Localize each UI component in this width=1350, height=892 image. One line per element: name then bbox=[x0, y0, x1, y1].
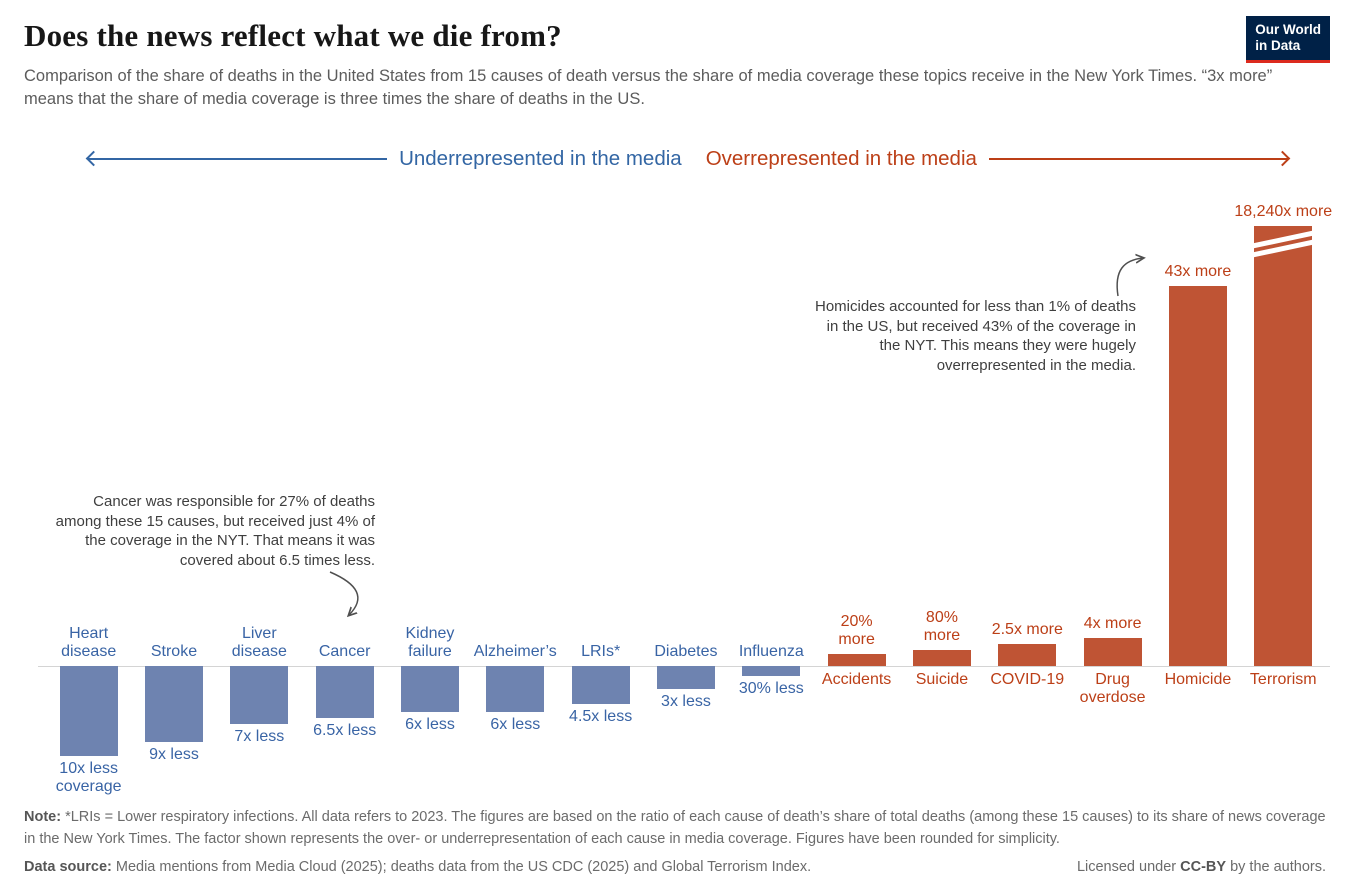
column-kidney-failure: Kidney failure 6x less bbox=[387, 174, 472, 799]
column-liver-disease: Liver disease 7x less bbox=[217, 174, 302, 799]
bar-homicide[interactable]: 43x more bbox=[1165, 263, 1231, 666]
category-label: LRIs* bbox=[581, 643, 621, 661]
column-drug-overdose: 4x more Drug overdose bbox=[1070, 174, 1155, 799]
axis-break-icon bbox=[1249, 229, 1318, 260]
column-heart-disease: Heart disease 10x less coverage bbox=[46, 174, 131, 799]
category-label: Drug overdose bbox=[1079, 670, 1146, 707]
column-diabetes: Diabetes 3x less bbox=[643, 174, 728, 799]
note-label: Note: bbox=[24, 808, 62, 825]
value-label: 20% more bbox=[838, 613, 875, 649]
bar-alzheimers[interactable]: 6x less bbox=[486, 665, 545, 733]
page-title: Does the news reflect what we die from? bbox=[24, 18, 562, 53]
value-label: 10x less coverage bbox=[55, 759, 122, 796]
value-label: 30% less bbox=[738, 679, 804, 697]
category-label: Homicide bbox=[1164, 670, 1232, 688]
overrepresented-arrow-line bbox=[988, 150, 1291, 167]
footnote: Note: *LRIs = Lower respiratory infectio… bbox=[24, 807, 1326, 851]
bar-liver-disease[interactable]: 7x less bbox=[230, 665, 289, 745]
category-label: Influenza bbox=[738, 643, 804, 661]
logo-line-2: in Data bbox=[1255, 38, 1301, 54]
category-label: COVID-19 bbox=[990, 670, 1065, 688]
license-suffix: by the authors. bbox=[1226, 859, 1326, 876]
value-label: 4.5x less bbox=[569, 707, 633, 725]
bar-stroke[interactable]: 9x less bbox=[144, 665, 203, 763]
source-text: Media mentions from Media Cloud (2025); … bbox=[111, 859, 812, 876]
note-text: *LRIs = Lower respiratory infections. Al… bbox=[24, 808, 1326, 847]
value-label: 6x less bbox=[490, 715, 541, 733]
owid-logo[interactable]: Our World in Data bbox=[1246, 16, 1330, 63]
value-label: 7x less bbox=[234, 727, 285, 745]
bar-lris[interactable]: 4.5x less bbox=[569, 665, 632, 725]
bar-drug-overdose[interactable]: 4x more bbox=[1083, 615, 1142, 666]
license-prefix: Licensed under bbox=[1076, 859, 1181, 876]
category-label: Diabetes bbox=[654, 643, 718, 661]
data-source: Data source: Media mentions from Media C… bbox=[24, 859, 811, 875]
footer: Note: *LRIs = Lower respiratory infectio… bbox=[24, 807, 1326, 876]
category-label: Accidents bbox=[821, 670, 892, 688]
value-label: 43x more bbox=[1164, 263, 1232, 281]
annotation-cancer: Cancer was responsible for 27% of deaths… bbox=[55, 492, 375, 570]
cc-by-link[interactable]: CC-BY bbox=[1180, 859, 1227, 876]
column-influenza: Influenza 30% less bbox=[729, 174, 814, 799]
bar-accidents[interactable]: 20% more bbox=[827, 613, 886, 666]
category-label: Kidney failure bbox=[405, 625, 455, 661]
value-label: 4x more bbox=[1083, 615, 1142, 633]
column-accidents: 20% more Accidents bbox=[814, 174, 899, 799]
column-lris: LRIs* 4.5x less bbox=[558, 174, 643, 799]
arrow-left-icon bbox=[85, 150, 102, 167]
overrepresented-label: Overrepresented in the media bbox=[705, 146, 977, 170]
column-terrorism: 18,240x more Terrorism bbox=[1234, 174, 1332, 799]
category-label: Heart disease bbox=[61, 625, 117, 661]
logo-line-1: Our World bbox=[1255, 22, 1321, 37]
category-label: Suicide bbox=[915, 670, 969, 688]
category-label: Alzheimer’s bbox=[473, 643, 557, 661]
column-covid-19: 2.5x more COVID-19 bbox=[985, 174, 1070, 799]
direction-header-row: Underrepresented in the media Overrepres… bbox=[85, 144, 1291, 174]
column-homicide: 43x more Homicide bbox=[1155, 174, 1240, 799]
value-label: 3x less bbox=[661, 692, 711, 710]
bar-cancer[interactable]: 6.5x less bbox=[313, 665, 376, 739]
chart: Cancer was responsible for 27% of deaths… bbox=[24, 174, 1332, 799]
category-label: Terrorism bbox=[1249, 670, 1317, 688]
source-label: Data source: bbox=[24, 859, 112, 876]
column-cancer: Cancer 6.5x less bbox=[302, 174, 387, 799]
value-label: 6.5x less bbox=[313, 721, 377, 739]
bar-heart-disease[interactable]: 10x less coverage bbox=[56, 665, 122, 795]
bar-diabetes[interactable]: 3x less bbox=[656, 665, 715, 710]
value-label: 2.5x more bbox=[991, 621, 1063, 639]
chart-subtitle: Comparison of the share of deaths in the… bbox=[24, 67, 1273, 109]
category-label: Cancer bbox=[318, 643, 371, 661]
bar-suicide[interactable]: 80% more bbox=[912, 609, 971, 666]
column-suicide: 80% more Suicide bbox=[899, 174, 984, 799]
bar-covid-19[interactable]: 2.5x more bbox=[992, 621, 1063, 666]
category-label: Liver disease bbox=[231, 625, 287, 661]
bar-influenza[interactable]: 30% less bbox=[739, 665, 804, 697]
bar-terrorism[interactable]: 18,240x more bbox=[1234, 203, 1332, 666]
underrepresented-arrow-line bbox=[85, 150, 388, 167]
value-label: 6x less bbox=[405, 715, 455, 733]
category-label: Stroke bbox=[150, 643, 198, 661]
value-label: 18,240x more bbox=[1234, 203, 1333, 221]
arrow-right-icon bbox=[1274, 150, 1291, 167]
column-stroke: Stroke 9x less bbox=[131, 174, 216, 799]
source-row: Data source: Media mentions from Media C… bbox=[24, 859, 1326, 875]
underrepresented-label: Underrepresented in the media bbox=[399, 146, 682, 170]
license: Licensed under CC-BY by the authors. bbox=[1077, 859, 1326, 875]
value-label: 9x less bbox=[149, 745, 199, 763]
bar-kidney-failure[interactable]: 6x less bbox=[400, 665, 459, 733]
bar-columns: Heart disease 10x less coverage Stroke 9… bbox=[46, 174, 1332, 799]
annotation-homicide: Homicides accounted for less than 1% of … bbox=[814, 297, 1136, 375]
value-label: 80% more bbox=[923, 609, 961, 645]
header: Does the news reflect what we die from? … bbox=[24, 16, 1330, 112]
column-alzheimers: Alzheimer’s 6x less bbox=[473, 174, 558, 799]
